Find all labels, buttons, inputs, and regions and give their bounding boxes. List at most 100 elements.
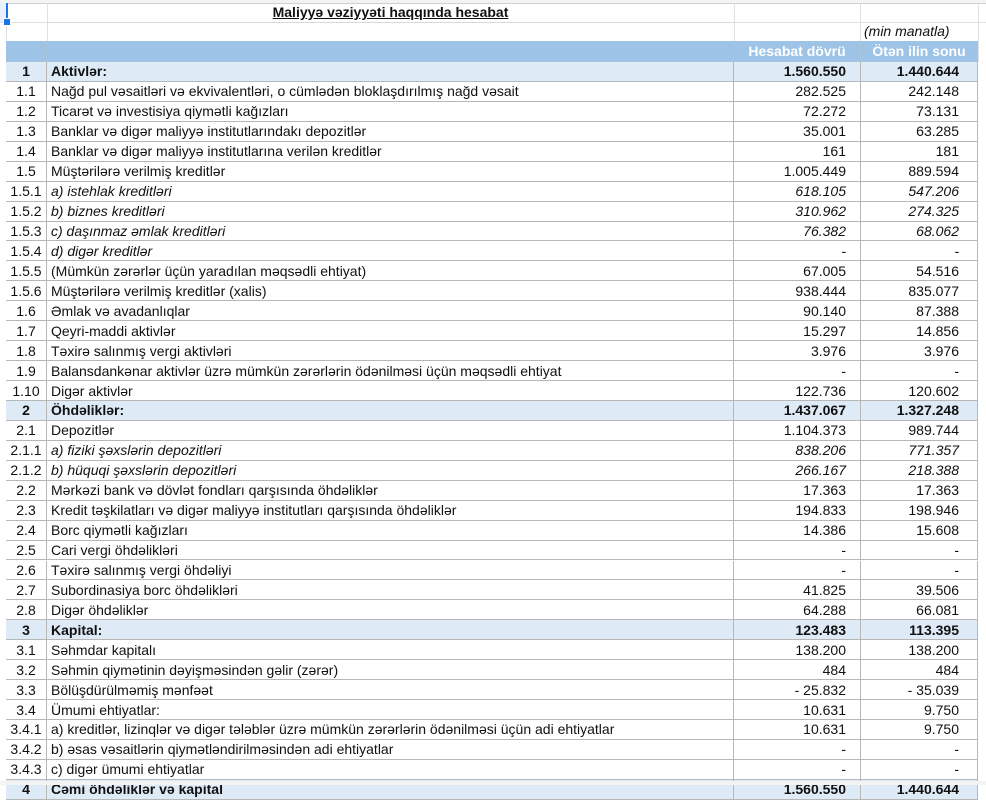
previous-value-cell[interactable]: 274.325 — [861, 201, 978, 222]
row-label-cell[interactable]: Təxirə salınmış vergi öhdəliyi — [47, 560, 734, 581]
row-label-cell[interactable]: Nağd pul vəsaitləri və ekvivalentləri, o… — [47, 81, 734, 102]
row-num-cell[interactable]: 1.1 — [6, 81, 47, 102]
row-num-cell[interactable]: 2 — [6, 400, 47, 421]
row-label-cell[interactable]: Öhdəliklər: — [47, 400, 734, 421]
previous-value-cell[interactable]: 120.602 — [861, 381, 978, 401]
previous-value-cell[interactable]: 484 — [861, 660, 978, 681]
previous-value-cell[interactable]: - — [861, 241, 978, 262]
row-num-cell[interactable]: 1.5.5 — [6, 261, 47, 282]
current-value-cell[interactable]: 266.167 — [734, 460, 861, 481]
previous-value-cell[interactable]: 113.395 — [861, 620, 978, 641]
previous-value-cell[interactable]: 66.081 — [861, 600, 978, 621]
previous-value-cell[interactable]: 54.516 — [861, 261, 978, 282]
previous-value-cell[interactable]: 218.388 — [861, 460, 978, 481]
current-value-cell[interactable]: - — [734, 560, 861, 581]
row-label-cell[interactable]: b) əsas vəsaitlərin qiymətləndirilməsind… — [47, 739, 734, 760]
row-num-cell[interactable]: 1 — [6, 62, 47, 82]
current-value-cell[interactable]: 15.297 — [734, 321, 861, 342]
current-value-cell[interactable]: - — [734, 241, 861, 262]
row-label-cell[interactable]: Subordinasiya borc öhdəlikləri — [47, 580, 734, 601]
header-num[interactable] — [6, 41, 47, 62]
previous-value-cell[interactable]: - — [861, 759, 978, 780]
row-label-cell[interactable]: Ticarət və investisiya qiymətli kağızlar… — [47, 101, 734, 122]
current-value-cell[interactable]: - — [734, 361, 861, 382]
previous-value-cell[interactable]: 68.062 — [861, 221, 978, 242]
current-value-cell[interactable]: 161 — [734, 141, 861, 162]
previous-value-cell[interactable]: 835.077 — [861, 281, 978, 302]
previous-value-cell[interactable]: 198.946 — [861, 500, 978, 521]
row-label-cell[interactable]: Kredit təşkilatları və digər maliyyə ins… — [47, 500, 734, 521]
row-label-cell[interactable]: Cari vergi öhdəlikləri — [47, 540, 734, 561]
row-label-cell[interactable]: c) daşınmaz əmlak kreditləri — [47, 221, 734, 242]
row-num-cell[interactable]: 2.2 — [6, 480, 47, 501]
unit-label[interactable]: (min manatla) — [864, 23, 950, 39]
current-value-cell[interactable]: 282.525 — [734, 81, 861, 102]
row-num-cell[interactable]: 3.4 — [6, 700, 47, 721]
row-num-cell[interactable]: 3.2 — [6, 660, 47, 681]
row-num-cell[interactable]: 1.2 — [6, 101, 47, 122]
row-label-cell[interactable]: Aktivlər: — [47, 62, 734, 82]
current-value-cell[interactable]: - — [734, 759, 861, 780]
previous-value-cell[interactable]: 242.148 — [861, 81, 978, 102]
previous-value-cell[interactable]: 181 — [861, 141, 978, 162]
row-label-cell[interactable]: Əmlak və avadanlıqlar — [47, 301, 734, 322]
current-value-cell[interactable]: 310.962 — [734, 201, 861, 222]
row-num-cell[interactable]: 1.9 — [6, 361, 47, 382]
row-label-cell[interactable]: Digər öhdəliklər — [47, 600, 734, 621]
row-label-cell[interactable]: Ümumi ehtiyatlar: — [47, 700, 734, 721]
previous-value-cell[interactable]: 989.744 — [861, 420, 978, 441]
row-label-cell[interactable]: Borc qiymətli kağızları — [47, 520, 734, 541]
row-label-cell[interactable]: Digər aktivlər — [47, 381, 734, 401]
current-value-cell[interactable]: - — [734, 540, 861, 561]
previous-value-cell[interactable]: 17.363 — [861, 480, 978, 501]
previous-value-cell[interactable]: 63.285 — [861, 121, 978, 142]
row-label-cell[interactable]: Müştərilərə verilmiş kreditlər — [47, 161, 734, 182]
row-label-cell[interactable]: Banklar və digər maliyyə institutlarına … — [47, 141, 734, 162]
row-label-cell[interactable]: a) kreditlər, lizinqlər və digər tələblə… — [47, 720, 734, 740]
row-label-cell[interactable]: b) hüquqi şəxslərin depozitləri — [47, 460, 734, 481]
current-value-cell[interactable]: 1.104.373 — [734, 420, 861, 441]
previous-value-cell[interactable]: 87.388 — [861, 301, 978, 322]
row-num-cell[interactable]: 1.7 — [6, 321, 47, 342]
selected-cell[interactable] — [0, 3, 8, 22]
current-value-cell[interactable]: 10.631 — [734, 700, 861, 721]
current-value-cell[interactable]: 3.976 — [734, 341, 861, 362]
row-label-cell[interactable]: a) istehlak kreditləri — [47, 181, 734, 202]
row-label-cell[interactable]: Səhmin qiymətinin dəyişməsindən gəlir (z… — [47, 660, 734, 681]
row-num-cell[interactable]: 3.1 — [6, 640, 47, 661]
row-label-cell[interactable]: Mərkəzi bank və dövlət fondları qarşısın… — [47, 480, 734, 501]
previous-value-cell[interactable]: 39.506 — [861, 580, 978, 601]
previous-value-cell[interactable]: 15.608 — [861, 520, 978, 541]
previous-value-cell[interactable]: 9.750 — [861, 700, 978, 721]
row-num-cell[interactable]: 2.4 — [6, 520, 47, 541]
row-num-cell[interactable]: 1.6 — [6, 301, 47, 322]
row-label-cell[interactable]: Banklar və digər maliyyə institutlarında… — [47, 121, 734, 142]
row-num-cell[interactable]: 1.5.6 — [6, 281, 47, 302]
current-value-cell[interactable]: 67.005 — [734, 261, 861, 282]
previous-value-cell[interactable]: - — [861, 361, 978, 382]
row-num-cell[interactable]: 1.8 — [6, 341, 47, 362]
row-num-cell[interactable]: 2.1.2 — [6, 460, 47, 481]
previous-value-cell[interactable]: 1.440.644 — [861, 62, 978, 82]
header-previous[interactable]: Ötən ilin sonu — [861, 41, 978, 62]
row-label-cell[interactable]: Müştərilərə verilmiş kreditlər (xalis) — [47, 281, 734, 302]
row-num-cell[interactable]: 1.5.2 — [6, 201, 47, 222]
current-value-cell[interactable]: 123.483 — [734, 620, 861, 641]
previous-value-cell[interactable]: 9.750 — [861, 720, 978, 740]
row-label-cell[interactable]: Bölüşdürülməmiş mənfəət — [47, 680, 734, 701]
previous-value-cell[interactable]: 771.357 — [861, 440, 978, 461]
previous-value-cell[interactable]: - — [861, 739, 978, 760]
row-num-cell[interactable]: 1.5.3 — [6, 221, 47, 242]
current-value-cell[interactable]: 35.001 — [734, 121, 861, 142]
row-num-cell[interactable]: 3 — [6, 620, 47, 641]
current-value-cell[interactable]: 76.382 — [734, 221, 861, 242]
row-num-cell[interactable]: 1.5.1 — [6, 181, 47, 202]
previous-value-cell[interactable]: 889.594 — [861, 161, 978, 182]
row-num-cell[interactable]: 3.3 — [6, 680, 47, 701]
row-num-cell[interactable]: 1.3 — [6, 121, 47, 142]
row-num-cell[interactable]: 3.4.3 — [6, 759, 47, 780]
current-value-cell[interactable]: 138.200 — [734, 640, 861, 661]
row-label-cell[interactable]: Təxirə salınmış vergi aktivləri — [47, 341, 734, 362]
previous-value-cell[interactable]: 1.327.248 — [861, 400, 978, 421]
row-num-cell[interactable]: 2.8 — [6, 600, 47, 621]
